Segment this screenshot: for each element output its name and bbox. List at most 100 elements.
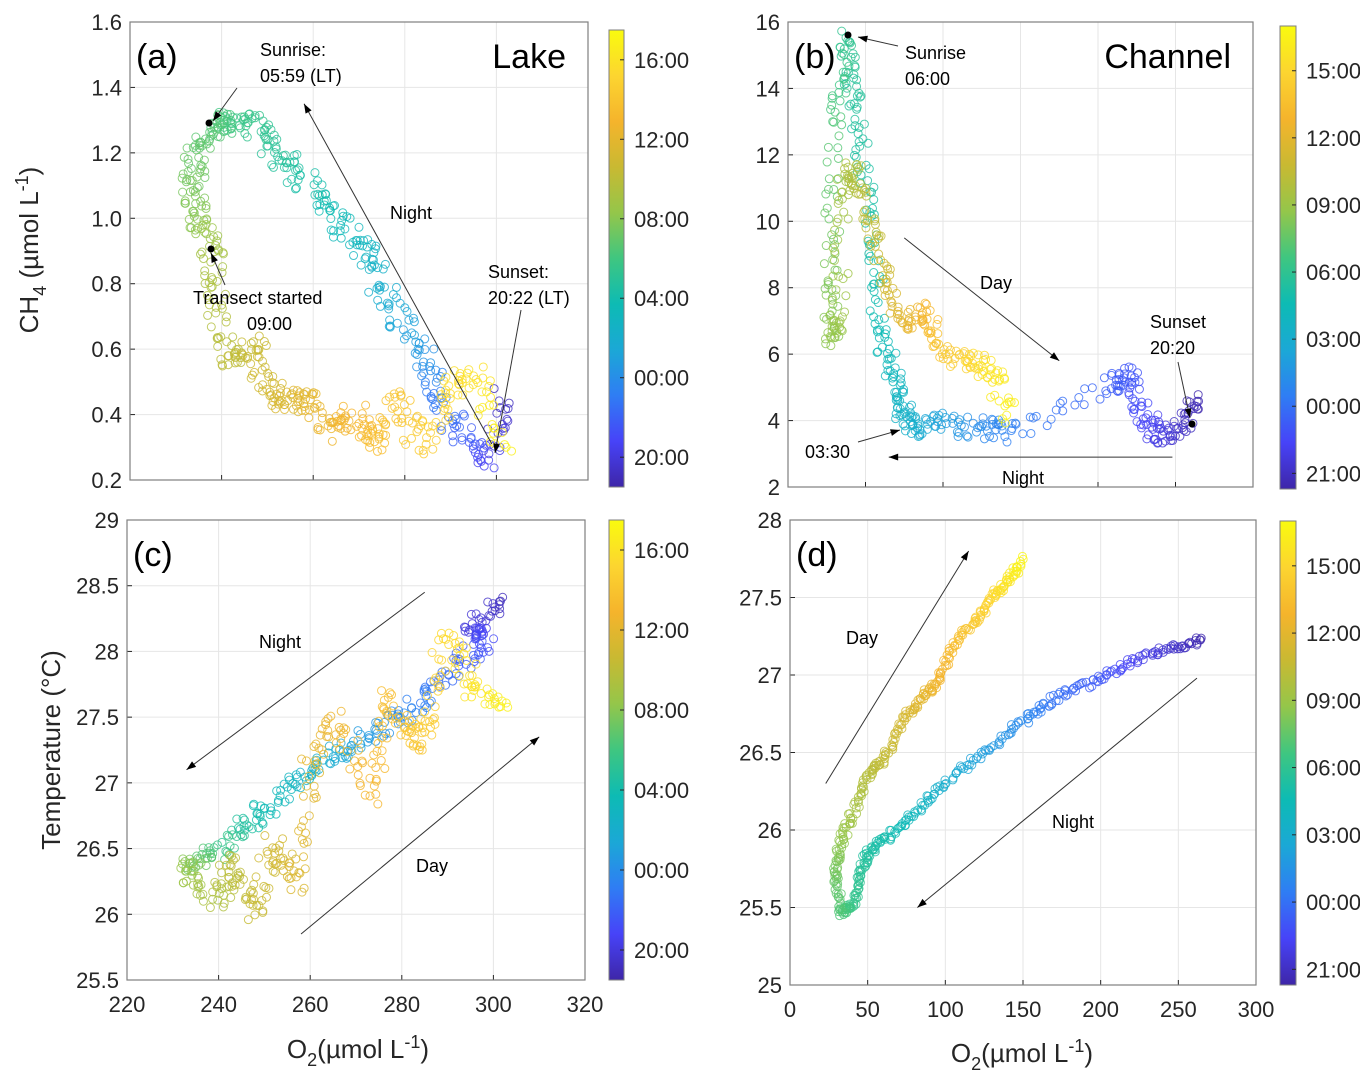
data-point [227, 128, 237, 138]
data-point [280, 797, 290, 807]
data-point [907, 420, 917, 430]
data-point [489, 384, 499, 394]
data-point [238, 350, 248, 360]
data-point [428, 714, 438, 724]
colorbar-tick-label: 12:00 [634, 127, 689, 152]
data-point [441, 389, 451, 399]
data-point [941, 349, 951, 359]
data-point [1046, 414, 1056, 424]
data-point [1102, 666, 1112, 676]
data-point [182, 143, 192, 153]
y-tick-label: 29 [95, 508, 119, 533]
data-point [979, 434, 989, 444]
data-point [860, 860, 870, 870]
y-tick-label: 14 [756, 76, 780, 101]
data-point [856, 161, 866, 171]
data-point [225, 850, 235, 860]
data-point [1176, 408, 1186, 418]
data-point [261, 341, 271, 351]
data-point [191, 229, 201, 239]
data-point [409, 317, 419, 327]
data-point [313, 422, 323, 432]
data-point [246, 338, 256, 348]
data-point [298, 816, 308, 826]
data-point [876, 231, 886, 241]
data-point [869, 256, 879, 266]
data-point [921, 415, 931, 425]
data-point [218, 361, 228, 371]
data-point [286, 785, 296, 795]
data-point [467, 692, 477, 702]
data-point [284, 794, 294, 804]
data-point [363, 431, 373, 441]
data-point [957, 625, 967, 635]
data-point [450, 658, 460, 668]
annotation-sunset-time: 20:20 [1150, 338, 1195, 358]
data-point [874, 249, 884, 259]
data-point [335, 226, 345, 236]
data-point [937, 420, 947, 430]
data-point [304, 771, 314, 781]
data-point [353, 735, 363, 745]
data-point [839, 207, 849, 217]
data-point [259, 881, 269, 891]
data-point [839, 838, 849, 848]
data-point [180, 198, 190, 208]
data-point [941, 419, 951, 429]
data-point [851, 888, 861, 898]
data-point [488, 599, 498, 609]
data-point [827, 322, 837, 332]
annotation-night-label: Night [390, 203, 432, 223]
data-point [241, 121, 251, 131]
data-point [462, 368, 472, 378]
data-point [962, 760, 972, 770]
data-point [484, 381, 494, 391]
annotation [888, 453, 1173, 461]
sunrise-marker [205, 119, 213, 127]
annotation-transect-time: 09:00 [247, 314, 292, 334]
data-point [300, 772, 310, 782]
data-point [304, 811, 314, 821]
data-point [932, 319, 942, 329]
data-point [201, 201, 211, 211]
data-point [875, 760, 885, 770]
annotation [903, 237, 1060, 362]
data-point [847, 40, 857, 50]
data-point [193, 879, 203, 889]
data-point [829, 256, 839, 266]
data-point [1025, 711, 1035, 721]
data-point [300, 405, 310, 415]
data-point [899, 384, 909, 394]
data-point [326, 424, 336, 434]
y-tick-label: 28 [95, 639, 119, 664]
data-point [850, 52, 860, 62]
colorbar-tick-label: 12:00 [1306, 126, 1360, 151]
data-point [237, 337, 247, 347]
data-point [217, 300, 227, 310]
data-point [363, 436, 373, 446]
data-point [205, 848, 215, 858]
data-point [208, 894, 218, 904]
data-point [953, 765, 963, 775]
data-point [1087, 681, 1097, 691]
data-point [382, 706, 392, 716]
data-point [1023, 708, 1033, 718]
data-point [367, 758, 377, 768]
data-point [1126, 371, 1136, 381]
data-point [466, 432, 476, 442]
annotation-day-label: Day [980, 273, 1012, 293]
data-point [863, 236, 873, 246]
data-point [458, 409, 468, 419]
data-point [276, 785, 286, 795]
data-point [987, 414, 997, 424]
data-point [201, 853, 211, 863]
panel-b: 2 4 6 8 10 12 14 16 (b) Channel 21:00 00:00 03:00 06:… [756, 10, 1360, 500]
data-point [467, 423, 477, 433]
data-point [881, 325, 891, 335]
data-point [364, 415, 374, 425]
data-point [317, 408, 327, 418]
colorbar-tick-label: 16:00 [634, 48, 689, 73]
data-point [963, 432, 973, 442]
data-point [428, 444, 438, 454]
panel-d: 0 50 100 150 200 250 300 25 25.5 26 26.5 27 27.5 28 (d… [739, 508, 1360, 1022]
